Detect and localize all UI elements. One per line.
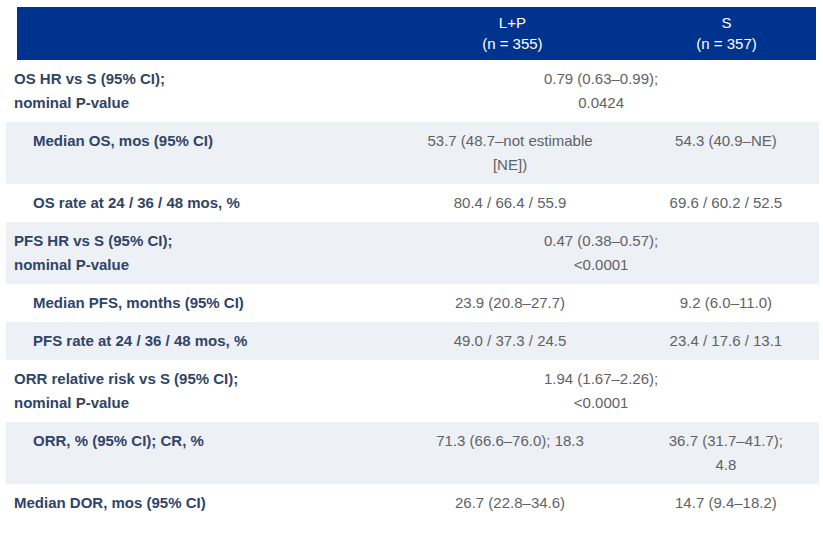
row-label-line: OS HR vs S (95% CI); [14, 67, 373, 91]
cell-span-value: 0.79 (0.63–0.99); 0.0424 [383, 67, 819, 115]
table-row-orr-cr: ORR, % (95% CI); CR, % 71.3 (66.6–76.0);… [6, 422, 819, 484]
value-line: 53.7 (48.7–not estimable [383, 129, 637, 153]
row-label-line: nominal P-value [14, 91, 373, 115]
table-row-os-rate: OS rate at 24 / 36 / 48 mos, % 80.4 / 66… [6, 184, 819, 222]
value-line: [NE]) [383, 153, 637, 177]
value-line: <0.0001 [383, 391, 819, 415]
results-table-page: L+P (n = 355) S (n = 357) OS HR vs S (95… [0, 0, 823, 542]
cell-lp: 23.9 (20.8–27.7) [383, 291, 637, 315]
header-empty-cell [17, 12, 388, 54]
table-row-pfs-hr: PFS HR vs S (95% CI); nominal P-value 0.… [6, 222, 819, 284]
table-row-median-dor: Median DOR, mos (95% CI) 26.7 (22.8–34.6… [6, 484, 819, 522]
value-line: 0.0424 [383, 91, 819, 115]
cell-s: 23.4 / 17.6 / 13.1 [637, 329, 819, 353]
row-label-line: ORR relative risk vs S (95% CI); [14, 367, 373, 391]
value-line: 36.7 (31.7–41.7); [637, 429, 815, 453]
cell-s: 14.7 (9.4–18.2) [637, 491, 819, 515]
value-line: 14.7 (9.4–18.2) [637, 491, 815, 515]
cell-s: 9.2 (6.0–11.0) [637, 291, 819, 315]
row-label-line: ORR, % (95% CI); CR, % [33, 429, 373, 453]
row-label-line: Median OS, mos (95% CI) [33, 129, 373, 153]
table-row-median-pfs: Median PFS, months (95% CI) 23.9 (20.8–2… [6, 284, 819, 322]
value-line: 26.7 (22.8–34.6) [383, 491, 637, 515]
header-col-lp-name: L+P [388, 12, 637, 33]
value-line: 1.94 (1.67–2.26); [383, 367, 819, 391]
row-label: PFS rate at 24 / 36 / 48 mos, % [6, 329, 383, 353]
cell-lp: 53.7 (48.7–not estimable [NE]) [383, 129, 637, 177]
cell-s: 54.3 (40.9–NE) [637, 129, 819, 153]
header-col-s-name: S [637, 12, 816, 33]
row-label: ORR relative risk vs S (95% CI); nominal… [6, 367, 383, 415]
cell-s: 36.7 (31.7–41.7); 4.8 [637, 429, 819, 477]
row-label: ORR, % (95% CI); CR, % [6, 429, 383, 453]
header-col-lp: L+P (n = 355) [388, 12, 637, 54]
cell-span-value: 1.94 (1.67–2.26); <0.0001 [383, 367, 819, 415]
row-label-line: Median DOR, mos (95% CI) [14, 491, 373, 515]
row-label-line: PFS HR vs S (95% CI); [14, 229, 373, 253]
row-label: PFS HR vs S (95% CI); nominal P-value [6, 229, 383, 277]
row-label-line: OS rate at 24 / 36 / 48 mos, % [33, 191, 373, 215]
table-header-row: L+P (n = 355) S (n = 357) [17, 7, 816, 60]
row-label: OS rate at 24 / 36 / 48 mos, % [6, 191, 383, 215]
row-label-line: nominal P-value [14, 253, 373, 277]
cell-lp: 71.3 (66.6–76.0); 18.3 [383, 429, 637, 453]
row-label: OS HR vs S (95% CI); nominal P-value [6, 67, 383, 115]
row-label-line: nominal P-value [14, 391, 373, 415]
row-label-line: Median PFS, months (95% CI) [33, 291, 373, 315]
table-row-pfs-rate: PFS rate at 24 / 36 / 48 mos, % 49.0 / 3… [6, 322, 819, 360]
header-col-s-n: (n = 357) [637, 33, 816, 54]
value-line: 49.0 / 37.3 / 24.5 [383, 329, 637, 353]
value-line: 80.4 / 66.4 / 55.9 [383, 191, 637, 215]
cell-lp: 80.4 / 66.4 / 55.9 [383, 191, 637, 215]
efficacy-results-table: L+P (n = 355) S (n = 357) OS HR vs S (95… [6, 7, 819, 522]
row-label: Median PFS, months (95% CI) [6, 291, 383, 315]
value-line: 4.8 [637, 453, 815, 477]
value-line: 9.2 (6.0–11.0) [637, 291, 815, 315]
header-col-s: S (n = 357) [637, 12, 816, 54]
value-line: 23.9 (20.8–27.7) [383, 291, 637, 315]
row-label: Median DOR, mos (95% CI) [6, 491, 383, 515]
row-label-line: PFS rate at 24 / 36 / 48 mos, % [33, 329, 373, 353]
cell-span-value: 0.47 (0.38–0.57); <0.0001 [383, 229, 819, 277]
table-row-median-os: Median OS, mos (95% CI) 53.7 (48.7–not e… [6, 122, 819, 184]
value-line: 0.47 (0.38–0.57); [383, 229, 819, 253]
cell-lp: 26.7 (22.8–34.6) [383, 491, 637, 515]
value-line: 71.3 (66.6–76.0); 18.3 [383, 429, 637, 453]
value-line: 54.3 (40.9–NE) [637, 129, 815, 153]
value-line: 23.4 / 17.6 / 13.1 [637, 329, 815, 353]
value-line: <0.0001 [383, 253, 819, 277]
row-label: Median OS, mos (95% CI) [6, 129, 383, 153]
header-col-lp-n: (n = 355) [388, 33, 637, 54]
table-row-orr-rr: ORR relative risk vs S (95% CI); nominal… [6, 360, 819, 422]
table-row-os-hr: OS HR vs S (95% CI); nominal P-value 0.7… [6, 60, 819, 122]
cell-lp: 49.0 / 37.3 / 24.5 [383, 329, 637, 353]
value-line: 0.79 (0.63–0.99); [383, 67, 819, 91]
cell-s: 69.6 / 60.2 / 52.5 [637, 191, 819, 215]
value-line: 69.6 / 60.2 / 52.5 [637, 191, 815, 215]
